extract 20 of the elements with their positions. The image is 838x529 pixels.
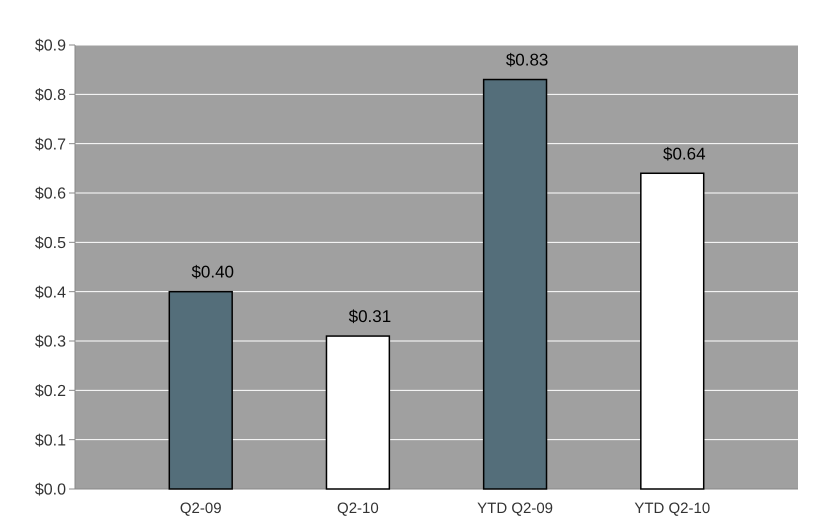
bar	[482, 78, 548, 490]
y-tick-label: $0.4	[34, 284, 66, 302]
y-tick-label: $0.7	[34, 136, 66, 154]
y-tick-label: $0.8	[34, 86, 66, 104]
y-tick-label: $0.5	[34, 234, 66, 252]
x-tick-label: YTD Q2-10	[634, 500, 710, 517]
y-tick-label: $0.3	[34, 334, 66, 351]
data-label: $0.40	[191, 262, 234, 282]
bar	[168, 290, 233, 490]
y-tick-label: $0.1	[34, 432, 66, 450]
data-label: $0.64	[662, 144, 706, 164]
y-tick-label: $0.2	[34, 382, 66, 400]
y-tick-label: $0.0	[34, 482, 66, 499]
data-label: $0.31	[348, 307, 392, 326]
y-tick-label: $0.9	[34, 38, 66, 55]
x-tick-label: YTD Q2-09	[477, 500, 554, 517]
y-tick-label: $0.6	[34, 186, 66, 203]
x-tick-label: Q2-10	[337, 500, 379, 517]
data-label: $0.83	[506, 50, 548, 70]
x-tick-label: Q2-09	[180, 500, 222, 517]
